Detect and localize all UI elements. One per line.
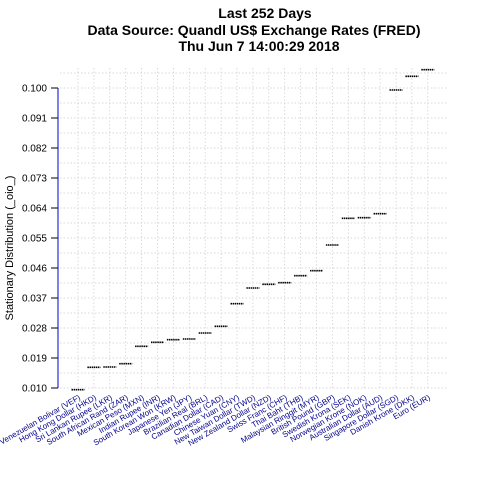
chart-title-line-2: Data Source: Quandl US$ Exchange Rates (…	[88, 22, 421, 38]
y-tick-label: 0.046	[22, 264, 47, 275]
chart-title-line-3: Thu Jun 7 14:00:29 2018	[178, 38, 339, 54]
grid	[60, 68, 448, 389]
y-tick-label: 0.028	[22, 324, 47, 335]
y-tick-label: 0.055	[22, 234, 47, 245]
chart-title: Last 252 Days Data Source: Quandl US$ Ex…	[88, 5, 421, 54]
y-tick-label: 0.037	[22, 294, 47, 305]
y-tick-label: 0.073	[22, 174, 47, 185]
y-tick-label: 0.064	[22, 204, 47, 215]
y-tick-label: 0.100	[22, 84, 47, 95]
data-marks	[71, 68, 435, 391]
x-axis-labels: Venezuelan Bolivar (VEF)Hong Kong Dollar…	[0, 393, 432, 448]
y-tick-label: 0.010	[22, 384, 47, 395]
y-axis: 0.010 0.019 0.028 0.037 0.046 0.055 0.064 0.073…	[22, 84, 59, 395]
y-tick-label: 0.082	[22, 144, 47, 155]
y-axis-label: Stationary Distribution (_oio_)	[4, 176, 16, 321]
chart-title-line-1: Last 252 Days	[218, 5, 312, 21]
y-tick-label: 0.091	[22, 114, 47, 125]
y-tick-label: 0.019	[22, 354, 47, 365]
